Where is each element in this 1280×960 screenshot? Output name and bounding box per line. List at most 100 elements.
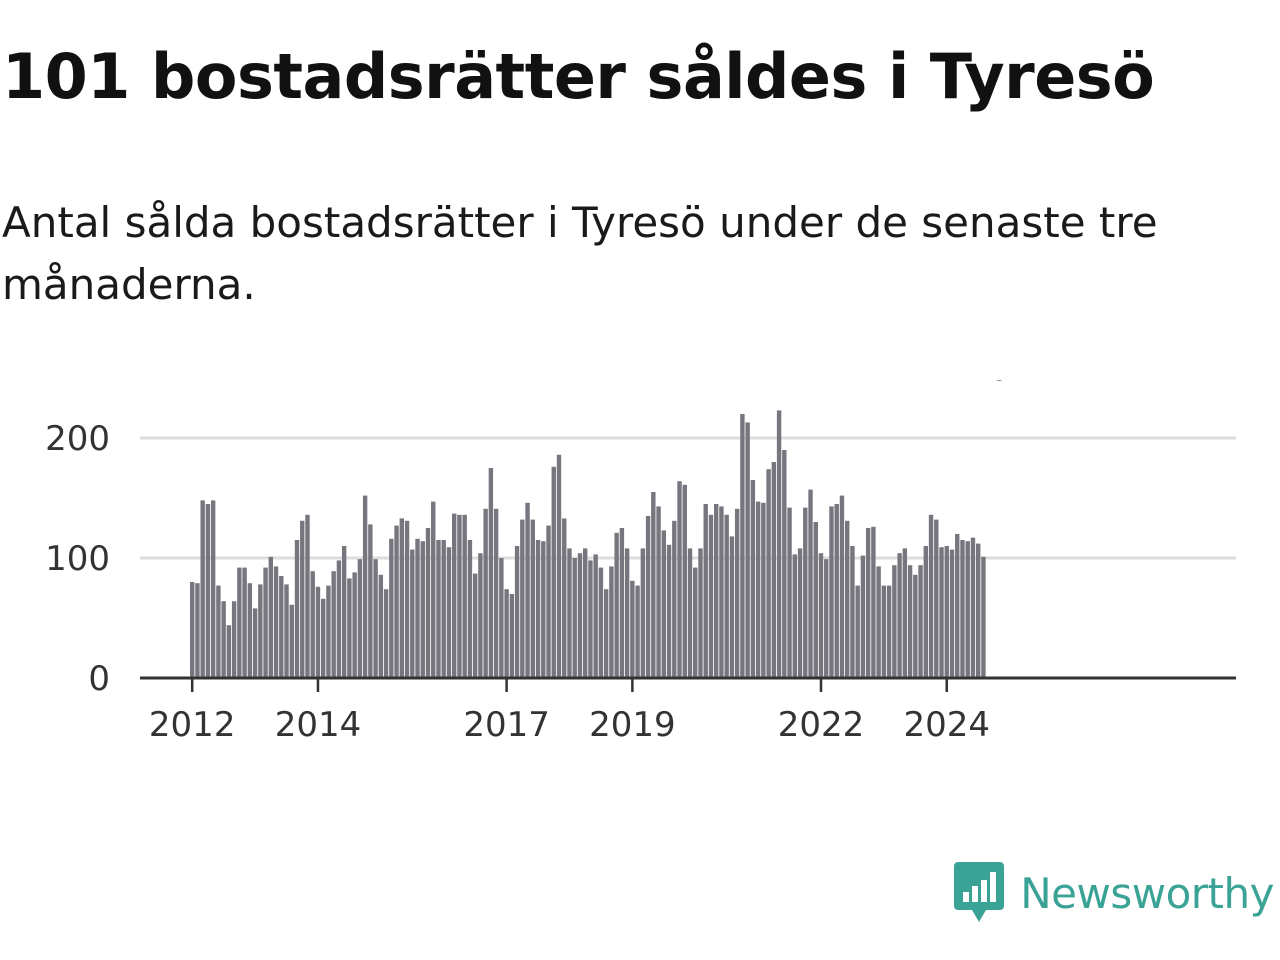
bar xyxy=(860,555,866,678)
bar xyxy=(624,548,630,678)
bar xyxy=(216,585,221,678)
newsworthy-logo-icon xyxy=(954,862,1005,922)
bar xyxy=(724,514,729,678)
bar xyxy=(839,495,845,678)
bar xyxy=(567,548,572,678)
bar xyxy=(541,541,546,678)
bar xyxy=(556,454,562,678)
bar xyxy=(431,501,436,678)
bar xyxy=(410,549,415,678)
bar xyxy=(373,559,378,678)
bar xyxy=(210,500,216,678)
bar xyxy=(420,541,425,678)
bar xyxy=(651,492,656,678)
bar xyxy=(462,514,467,678)
bar xyxy=(331,571,336,678)
x-tick-label: 2012 xyxy=(149,705,236,745)
bar xyxy=(766,469,771,678)
bar xyxy=(593,554,598,678)
bar xyxy=(205,504,211,678)
bar xyxy=(394,525,399,678)
bar xyxy=(803,507,808,678)
bar xyxy=(865,528,871,678)
bar xyxy=(472,573,478,678)
bar xyxy=(614,532,619,678)
bar xyxy=(771,462,777,678)
bar xyxy=(362,495,368,678)
y-tick-label: 200 xyxy=(45,419,110,459)
bar xyxy=(242,567,247,678)
bar xyxy=(446,547,452,678)
bar xyxy=(965,541,970,678)
bar xyxy=(876,566,881,678)
bar xyxy=(315,586,321,678)
bar xyxy=(750,480,756,678)
bar xyxy=(467,540,473,678)
bar xyxy=(378,574,384,678)
bar xyxy=(934,519,939,678)
bar xyxy=(698,548,703,678)
bar xyxy=(588,560,593,678)
bar xyxy=(913,574,918,678)
bar xyxy=(273,566,279,678)
bar xyxy=(258,584,263,678)
bar xyxy=(677,481,682,678)
bar xyxy=(630,580,635,678)
bar xyxy=(289,604,294,678)
bar xyxy=(729,536,735,678)
newsworthy-logo: Newsworthy xyxy=(954,862,1274,924)
bar xyxy=(666,544,672,678)
bar xyxy=(976,543,981,678)
bar xyxy=(824,559,829,678)
x-axis xyxy=(140,676,1236,692)
bar xyxy=(918,565,923,678)
bar xyxy=(645,516,651,678)
bar xyxy=(818,553,824,678)
y-tick-label: 100 xyxy=(45,539,110,579)
bar xyxy=(546,525,551,678)
bar xyxy=(200,500,205,678)
bar xyxy=(834,504,839,678)
bar xyxy=(252,608,258,678)
bar xyxy=(535,540,541,678)
x-tick-label: 2019 xyxy=(589,705,676,745)
axis-labels: 0 100 200 2012 2014 2017 2019 2022 2024 101 xyxy=(45,380,1032,745)
bar xyxy=(928,514,934,678)
bar xyxy=(734,508,740,678)
bar xyxy=(441,540,446,678)
bar xyxy=(656,506,661,678)
bar xyxy=(284,584,289,678)
bar xyxy=(268,556,273,678)
bar xyxy=(661,530,666,678)
bar xyxy=(195,583,200,678)
bar xyxy=(960,540,965,678)
bar xyxy=(787,507,792,678)
bar xyxy=(619,528,625,678)
bar xyxy=(551,466,556,678)
bar xyxy=(813,522,818,678)
bar xyxy=(336,560,342,678)
bar xyxy=(776,410,782,678)
chart-title: 101 bostadsrätter såldes i Tyresö xyxy=(2,40,1155,113)
bar xyxy=(504,589,509,678)
bar xyxy=(493,508,499,678)
bar xyxy=(478,553,483,678)
bar xyxy=(583,548,588,678)
bar xyxy=(341,546,347,678)
x-tick-label: 2017 xyxy=(463,705,550,745)
bar xyxy=(907,565,913,678)
bar xyxy=(190,582,195,678)
bar xyxy=(399,518,404,678)
x-tick-label: 2014 xyxy=(275,705,362,745)
bar xyxy=(598,567,604,678)
highlight-data-label: 101 xyxy=(967,380,1032,389)
bar xyxy=(902,548,908,678)
bar xyxy=(530,519,535,678)
bar xyxy=(829,506,834,678)
bar xyxy=(221,601,226,678)
bar xyxy=(436,540,441,678)
bar xyxy=(703,504,708,678)
bar xyxy=(682,484,687,678)
bars xyxy=(190,410,986,678)
bar xyxy=(226,625,232,678)
